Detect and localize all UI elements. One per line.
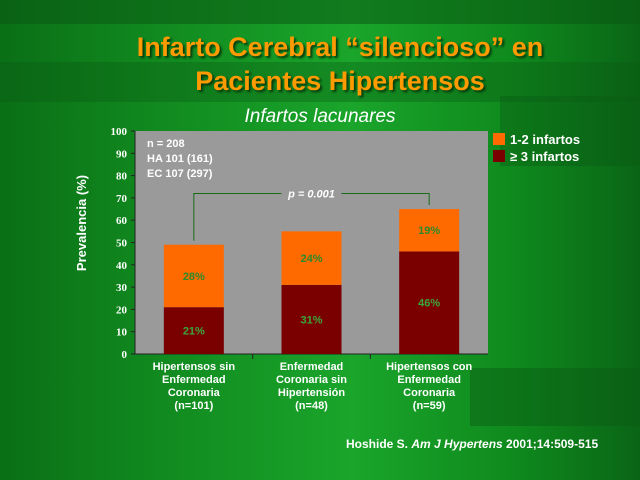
x-category-label: Coronaria (403, 387, 456, 399)
x-category-label: (n=59) (413, 400, 446, 412)
y-tick-label: 30 (116, 282, 128, 294)
decorative-band-top (0, 0, 640, 24)
y-tick-label: 0 (122, 349, 128, 361)
x-category-label: Coronaria (168, 387, 221, 399)
slide-title: Infarto Cerebral “silencioso” en Pacient… (60, 30, 620, 98)
x-category-label: Enfermedad (397, 374, 461, 386)
y-tick-label: 20 (116, 304, 128, 316)
y-tick-label: 80 (116, 171, 128, 183)
citation-journal: Am J Hypertens (411, 437, 503, 451)
bar-three-plus-1 (163, 307, 224, 354)
sample-annotation: HA 101 (161) (147, 153, 213, 165)
title-line-1: Infarto Cerebral “silencioso” en (136, 32, 544, 62)
decorative-band-bottom-right (470, 368, 640, 426)
sample-annotation: n = 208 (147, 138, 185, 150)
data-label: 21% (183, 326, 205, 338)
x-category-label: (n=101) (174, 400, 213, 412)
y-tick-label: 40 (116, 260, 128, 272)
bar-one-two-2 (281, 231, 342, 285)
decorative-band-upper (0, 62, 640, 102)
data-label: 28% (183, 271, 205, 283)
significance-label: p = 0.001 (287, 188, 335, 200)
legend-swatch (493, 150, 505, 162)
citation-author: Hoshide S. (346, 437, 412, 451)
data-label: 24% (300, 253, 322, 265)
title-line-2: Pacientes Hipertensos (195, 66, 485, 96)
legend-label: ≥ 3 infartos (510, 149, 579, 164)
citation: Hoshide S. Am J Hypertens 2001;14:509-51… (346, 437, 598, 451)
bar-three-plus-3 (399, 251, 460, 354)
y-tick-label: 100 (111, 126, 128, 138)
x-category-label: Hipertensión (278, 387, 346, 399)
decorative-band-right (500, 96, 640, 166)
citation-ref: 2001;14:509-515 (502, 437, 599, 451)
chart-subtitle: Infartos lacunares (244, 106, 396, 127)
y-tick-label: 50 (116, 238, 128, 250)
data-label: 46% (418, 298, 440, 310)
y-tick-label: 60 (116, 215, 128, 227)
legend-label: 1-2 infartos (510, 132, 580, 147)
bar-one-two-1 (163, 244, 224, 308)
y-tick-label: 90 (116, 148, 128, 160)
x-category-label: Hipertensos sin (153, 361, 236, 373)
x-category-label: (n=48) (295, 400, 328, 412)
x-category-label: Enfermedad (162, 374, 226, 386)
data-label: 19% (418, 225, 440, 237)
legend-swatch (493, 133, 505, 145)
bar-three-plus-2 (281, 284, 342, 354)
bar-one-two-3 (399, 209, 460, 252)
y-tick-label: 70 (116, 193, 128, 205)
x-category-label: Enfermedad (280, 361, 344, 373)
sample-annotation: EC 107 (297) (147, 168, 213, 180)
data-label: 31% (300, 314, 322, 326)
y-tick-label: 10 (116, 327, 128, 339)
x-category-label: Coronaria sin (276, 374, 347, 386)
significance-label-bg (281, 185, 342, 202)
x-category-label: Hipertensos con (386, 361, 472, 373)
